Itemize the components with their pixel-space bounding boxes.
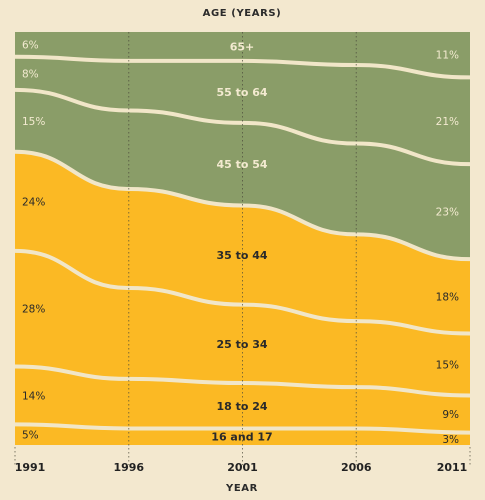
band-name-25-to-34: 25 to 34 [216, 338, 267, 351]
start-label-18-to-24: 14% [22, 390, 45, 402]
end-label-55-to-64: 21% [436, 116, 459, 128]
band-name-65: 65+ [230, 41, 255, 54]
x-tick-2001: 2001 [227, 461, 258, 474]
start-label-55-to-64: 8% [22, 68, 39, 80]
labels-layer: 5% 3% 16 and 17 14% 9% 18 to 24 28% 15% 25 to 34… [22, 39, 459, 445]
x-tick-1991: 1991 [15, 461, 46, 474]
band-65 [15, 32, 470, 78]
band-name-35-to-44: 35 to 44 [216, 249, 267, 262]
x-tick-2006: 2006 [341, 461, 372, 474]
band-divider [14, 87, 471, 167]
band-name-18-to-24: 18 to 24 [216, 400, 267, 413]
gridlines [14, 32, 471, 465]
x-ticks: 1991 1996 2001 2006 2011 [15, 461, 468, 474]
end-label-18-to-24: 9% [442, 409, 459, 421]
end-label-25-to-34: 15% [436, 360, 459, 372]
start-label-16-and-17: 5% [22, 430, 39, 442]
start-label-45-to-54: 15% [22, 116, 45, 128]
x-tick-2011: 2011 [437, 461, 468, 474]
band-divider [14, 364, 471, 398]
end-label-35-to-44: 18% [436, 291, 459, 303]
band-name-45-to-54: 45 to 54 [216, 158, 267, 171]
end-label-65: 11% [436, 50, 459, 62]
band-name-55-to-64: 55 to 64 [216, 86, 267, 99]
end-label-45-to-54: 23% [436, 207, 459, 219]
start-label-35-to-44: 24% [22, 196, 45, 208]
band-25-to-34 [15, 250, 470, 396]
start-label-65: 6% [22, 39, 39, 51]
end-label-16-and-17: 3% [442, 434, 459, 446]
chart-title: AGE (YEARS) [203, 8, 282, 19]
band-name-16-and-17: 16 and 17 [211, 431, 272, 444]
x-axis-label: YEAR [225, 483, 258, 494]
start-label-25-to-34: 28% [22, 304, 45, 316]
x-tick-1996: 1996 [113, 461, 144, 474]
